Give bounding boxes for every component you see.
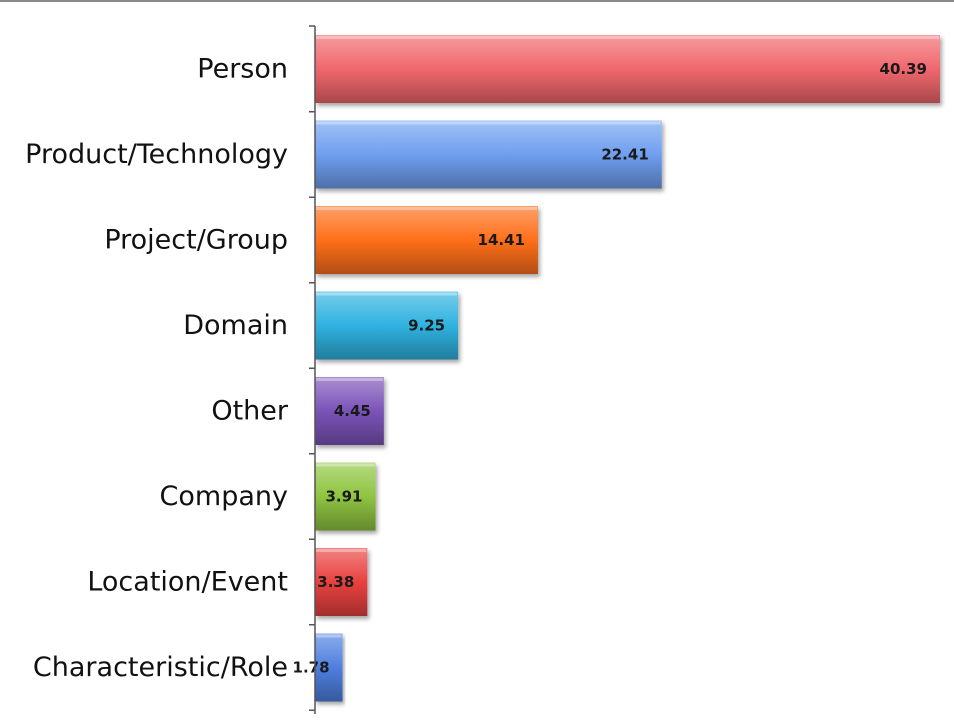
bar-product-technology bbox=[315, 120, 662, 189]
bar-project-group bbox=[315, 206, 538, 274]
category-label: Location/Event bbox=[87, 567, 288, 598]
value-label: 3.38 bbox=[317, 573, 354, 591]
bar-highlight bbox=[316, 634, 342, 638]
value-label: 14.41 bbox=[478, 231, 525, 249]
value-label: 40.39 bbox=[880, 60, 927, 78]
bar-person bbox=[315, 35, 940, 103]
bar-other bbox=[315, 377, 384, 445]
axis-ticks bbox=[309, 25, 315, 711]
category-label: Company bbox=[160, 481, 288, 512]
category-label: Product/Technology bbox=[25, 139, 288, 170]
category-label: Domain bbox=[183, 310, 288, 341]
bar-highlight bbox=[316, 292, 458, 296]
value-label: 3.91 bbox=[325, 488, 362, 506]
category-label: Project/Group bbox=[104, 225, 288, 256]
bar-highlight bbox=[316, 463, 375, 467]
category-label: Other bbox=[211, 396, 289, 427]
value-label: 4.45 bbox=[334, 402, 371, 420]
bar-highlight bbox=[316, 549, 367, 552]
value-label: 22.41 bbox=[601, 146, 648, 164]
labels-layer: Person 40.39 Product/Technology 22.41 Projec… bbox=[25, 54, 927, 684]
value-label: 1.78 bbox=[293, 659, 330, 677]
bar-location-event bbox=[315, 548, 368, 616]
value-label: 9.25 bbox=[408, 317, 445, 335]
bars-layer bbox=[315, 35, 940, 702]
bar-highlight bbox=[316, 36, 939, 39]
bar-highlight bbox=[316, 121, 661, 125]
bar-company bbox=[315, 462, 376, 531]
bar-characteristic-role bbox=[315, 633, 343, 702]
bar-highlight bbox=[316, 207, 537, 210]
category-label: Characteristic/Role bbox=[33, 652, 288, 683]
bar-highlight bbox=[316, 378, 383, 381]
bar-domain bbox=[315, 291, 459, 360]
category-label: Person bbox=[197, 54, 288, 85]
